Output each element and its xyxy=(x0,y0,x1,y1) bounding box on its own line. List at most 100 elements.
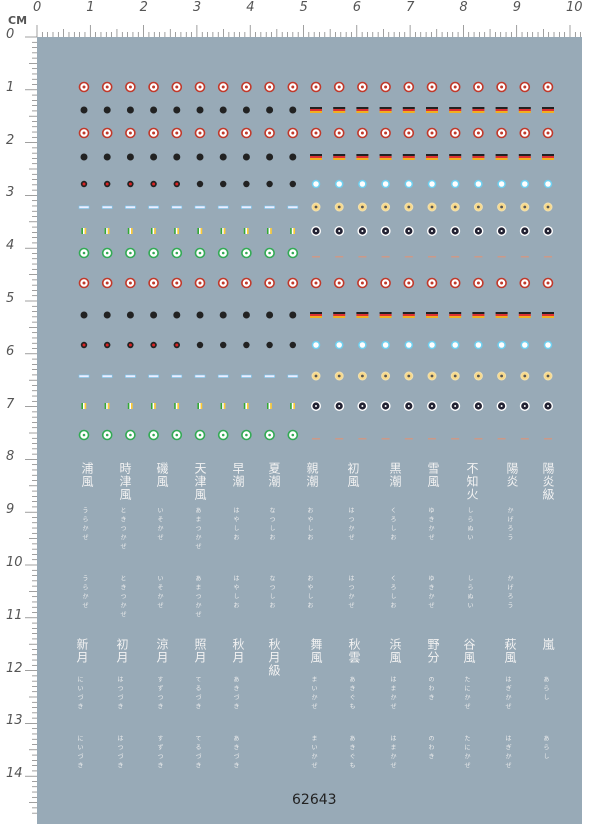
flag xyxy=(356,154,369,156)
ruler-label: 7 xyxy=(6,396,15,412)
dash xyxy=(194,374,206,378)
ruler-label: 5 xyxy=(6,291,15,306)
roundel-dot xyxy=(430,281,434,285)
flag xyxy=(542,154,554,156)
roundel-dot xyxy=(430,131,434,135)
stripe xyxy=(245,403,247,409)
line-mark xyxy=(335,256,344,258)
dash xyxy=(125,374,136,378)
flag xyxy=(310,312,322,314)
ship-reading: はやしお xyxy=(232,507,239,543)
flag xyxy=(542,107,554,109)
ring xyxy=(450,340,460,350)
ship-reading: ゆきかぜ xyxy=(427,575,434,611)
ring xyxy=(311,340,321,350)
flag xyxy=(379,316,392,318)
roundel-dot xyxy=(268,85,272,89)
insignia xyxy=(150,153,158,161)
line-mark xyxy=(428,438,436,440)
line-mark xyxy=(381,438,390,440)
roundel-dot xyxy=(244,281,248,285)
stripe xyxy=(291,403,294,409)
roundel-dot xyxy=(291,85,295,89)
roundel-dot xyxy=(476,281,480,285)
flag xyxy=(310,107,322,109)
flag xyxy=(426,107,438,109)
flag xyxy=(402,312,415,314)
ruler-label: 7 xyxy=(406,0,415,15)
roundel-dot xyxy=(453,85,457,89)
flag xyxy=(333,111,346,113)
stripe xyxy=(175,403,178,409)
dash xyxy=(217,374,229,378)
ship-reading: あきづき xyxy=(232,676,239,712)
ruler-label: 0 xyxy=(33,0,42,15)
flag xyxy=(379,109,392,111)
roundel-dot xyxy=(476,131,480,135)
stripe xyxy=(106,403,108,409)
stripe xyxy=(152,228,155,234)
roundel-dot xyxy=(175,131,179,135)
ruler-label: 2 xyxy=(139,0,148,15)
ship-name: 浜風 xyxy=(388,638,402,664)
ring-dot xyxy=(453,374,457,378)
ship-name: 浦風 xyxy=(80,462,94,488)
ring-dot xyxy=(361,405,364,407)
stripe xyxy=(84,228,87,234)
line-mark xyxy=(358,438,367,440)
ring-dot xyxy=(245,251,248,255)
flag xyxy=(472,156,485,158)
ring-dot xyxy=(245,433,248,437)
ship-reading: おやしお xyxy=(306,575,313,611)
ruler-label: 9 xyxy=(6,502,15,518)
insignia xyxy=(242,153,250,161)
dash xyxy=(101,374,113,378)
flag xyxy=(495,156,508,158)
ship-reading: しらぬい xyxy=(466,507,473,543)
ring xyxy=(497,340,506,350)
ring-dot xyxy=(407,230,410,232)
stripe xyxy=(200,403,203,409)
flag xyxy=(379,158,392,160)
flag xyxy=(402,156,415,158)
stripe xyxy=(174,228,176,234)
ring xyxy=(474,340,483,350)
flag xyxy=(518,154,531,156)
ship-reading: うらかぜ xyxy=(81,507,88,543)
insignia xyxy=(289,106,297,114)
ship-name: 初月 xyxy=(115,638,129,664)
roundel-dot xyxy=(291,281,295,285)
ship-reading: はやしお xyxy=(232,575,239,611)
roundel-dot xyxy=(82,281,86,285)
ring-dot xyxy=(221,251,225,255)
ruler-label: 12 xyxy=(6,660,23,676)
stripe xyxy=(104,403,107,409)
flag xyxy=(518,316,531,318)
flag xyxy=(333,314,346,316)
insignia xyxy=(126,106,134,114)
line-mark xyxy=(544,438,552,440)
ring-dot xyxy=(430,374,434,378)
stripe xyxy=(83,228,85,234)
dash xyxy=(194,205,206,209)
flag xyxy=(518,107,531,109)
ring-dot xyxy=(129,433,132,437)
roundel-dot xyxy=(384,131,388,135)
line-mark xyxy=(312,256,320,258)
stripe xyxy=(245,228,247,234)
stripe xyxy=(81,228,83,234)
flag xyxy=(542,156,554,158)
flag xyxy=(310,109,322,111)
roundel-dot xyxy=(128,85,132,89)
ship-reading: のわき xyxy=(427,735,434,762)
insignia xyxy=(103,106,111,114)
stripe xyxy=(268,228,271,234)
ring-dot xyxy=(407,205,411,209)
stripe xyxy=(199,403,201,409)
ring-dot xyxy=(268,433,271,437)
ruler-label: 6 xyxy=(352,0,362,15)
stripe xyxy=(127,403,130,409)
stripe xyxy=(107,228,110,234)
roundel-dot xyxy=(523,131,527,135)
